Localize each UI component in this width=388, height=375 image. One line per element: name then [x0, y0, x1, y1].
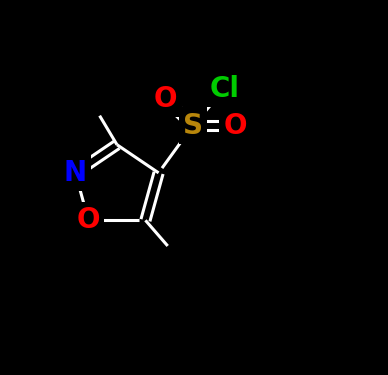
- Text: O: O: [77, 206, 100, 234]
- Text: Cl: Cl: [210, 75, 240, 102]
- Text: O: O: [154, 85, 177, 113]
- Text: N: N: [64, 159, 87, 187]
- Text: S: S: [183, 112, 203, 140]
- Text: O: O: [223, 112, 247, 140]
